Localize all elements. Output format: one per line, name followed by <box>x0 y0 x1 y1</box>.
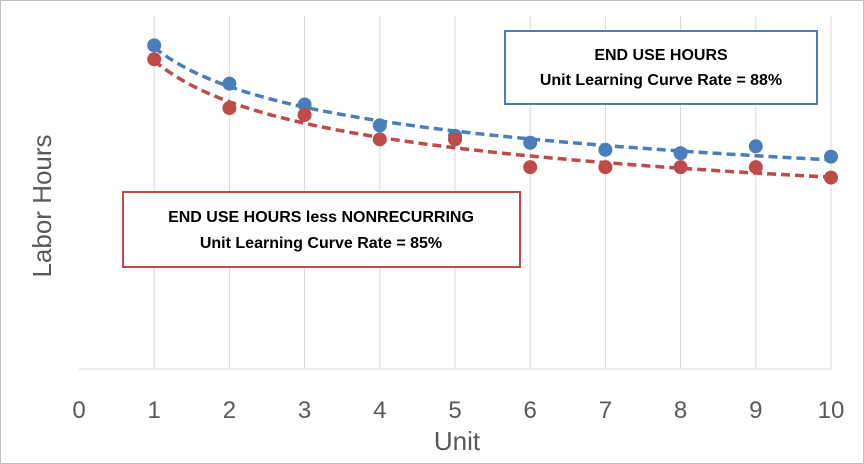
x-tick-label: 4 <box>373 397 386 424</box>
series-1-point <box>297 107 312 122</box>
series-1-point <box>598 160 613 175</box>
series-1-point <box>147 52 162 67</box>
series-0-point <box>297 97 312 112</box>
series-0-point <box>147 38 162 53</box>
x-tick-labels: 0 1 2 3 4 5 6 7 8 9 10 <box>72 397 844 424</box>
x-tick-label: 2 <box>223 397 236 424</box>
series-1-point <box>448 132 462 147</box>
series-0-point <box>824 149 838 164</box>
x-tick-label: 7 <box>599 397 612 424</box>
series-1-point <box>824 170 838 185</box>
data-points <box>147 38 838 185</box>
x-tick-label: 1 <box>148 397 161 424</box>
series-0-point <box>523 135 538 150</box>
red-annotation-rate: Unit Learning Curve Rate = 85% <box>200 235 442 252</box>
series-1-point <box>748 160 763 175</box>
blue-series-annotation: END USE HOURS Unit Learning Curve Rate =… <box>504 30 818 105</box>
series-1-point <box>673 160 688 175</box>
x-axis-title: Unit <box>434 426 481 456</box>
red-annotation-box <box>122 191 521 268</box>
x-tick-label: 0 <box>72 397 85 424</box>
series-0-point <box>673 146 688 161</box>
x-tick-label: 5 <box>448 397 461 424</box>
series-0-point <box>222 76 237 91</box>
red-annotation-title: END USE HOURS less NONRECURRING <box>168 209 474 226</box>
series-0-point <box>372 118 387 133</box>
series-1-point <box>222 101 237 115</box>
series-0-trendline <box>153 46 832 162</box>
x-tick-label: 9 <box>749 397 762 424</box>
series-1-point <box>372 132 387 147</box>
blue-annotation-box <box>504 30 818 105</box>
red-series-annotation: END USE HOURS less NONRECURRING Unit Lea… <box>122 191 521 268</box>
x-tick-label: 6 <box>524 397 537 424</box>
series-1-point <box>523 160 538 175</box>
series-0-point <box>598 142 613 157</box>
blue-annotation-rate: Unit Learning Curve Rate = 88% <box>540 72 782 89</box>
x-tick-label: 10 <box>818 397 845 424</box>
trendlines <box>153 46 832 179</box>
y-axis-title: Labor Hours <box>27 134 57 277</box>
series-1-trendline <box>153 59 832 179</box>
series-0-point <box>748 139 763 154</box>
blue-annotation-title: END USE HOURS <box>594 47 728 64</box>
x-tick-label: 3 <box>298 397 311 424</box>
x-tick-label: 8 <box>674 397 687 424</box>
